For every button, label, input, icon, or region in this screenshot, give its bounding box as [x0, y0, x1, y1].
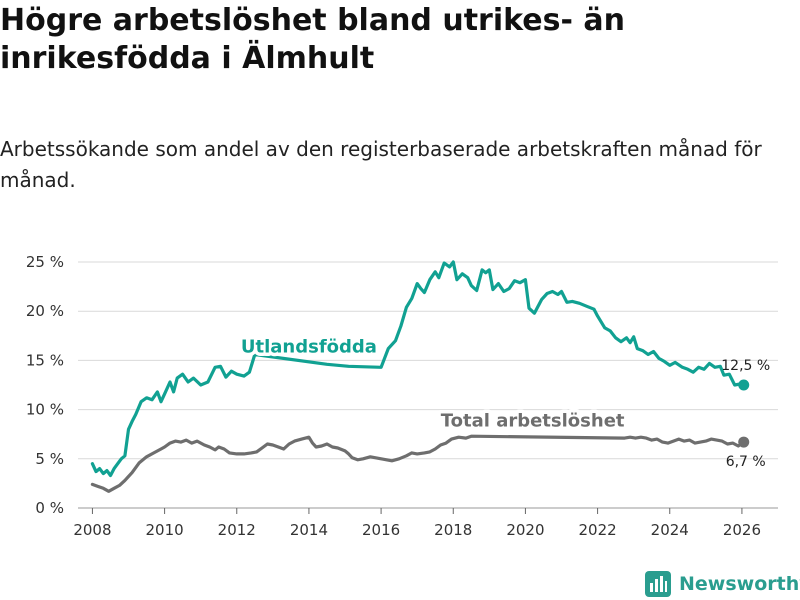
- y-tick-label: 5 %: [35, 450, 64, 468]
- y-tick-label: 15 %: [26, 351, 64, 369]
- series-end-label: 12,5 %: [721, 358, 770, 374]
- series-name-label: Total arbetslöshet: [441, 410, 625, 431]
- x-tick-label: 2010: [146, 521, 184, 539]
- y-tick-label: 20 %: [26, 302, 64, 320]
- x-tick-label: 2008: [73, 521, 111, 539]
- x-tick-label: 2012: [218, 521, 256, 539]
- x-tick-label: 2018: [434, 521, 472, 539]
- x-axis: 2008 2010 2012 2014 2016 2018 2020 2022 2024 2026: [73, 508, 761, 539]
- x-tick-label: 2016: [362, 521, 400, 539]
- series-end-marker: [738, 436, 750, 448]
- series-line-0: [90, 260, 746, 478]
- series-lines: [90, 260, 750, 493]
- bar-chart-icon: [645, 571, 671, 597]
- chart-subtitle: Arbetssökande som andel av den registerb…: [0, 137, 762, 192]
- y-tick-label: 10 %: [26, 401, 64, 419]
- x-tick-label: 2014: [290, 521, 328, 539]
- y-axis: 0 % 5 % 10 % 15 % 20 % 25 %: [26, 253, 64, 517]
- chart-title: Högre arbetslöshet bland utrikes- än inr…: [0, 3, 625, 76]
- x-tick-label: 2020: [506, 521, 544, 539]
- series-name-label: Utlandsfödda: [241, 337, 377, 358]
- x-tick-label: 2022: [578, 521, 616, 539]
- y-tick-label: 0 %: [35, 499, 64, 517]
- newsworthy-logo: Newsworthy: [645, 570, 800, 598]
- series-line-1: [90, 434, 746, 493]
- series-end-marker: [738, 379, 750, 391]
- y-tick-label: 25 %: [26, 253, 64, 271]
- x-tick-label: 2026: [723, 521, 761, 539]
- x-tick-label: 2024: [651, 521, 689, 539]
- series-end-label: 6,7 %: [726, 454, 766, 470]
- logo-text: Newsworthy: [679, 573, 800, 595]
- grid-lines: [78, 261, 778, 509]
- series-labels: 12,5 % 6,7 % Utlandsfödda Total arbetslöshe…: [237, 333, 770, 470]
